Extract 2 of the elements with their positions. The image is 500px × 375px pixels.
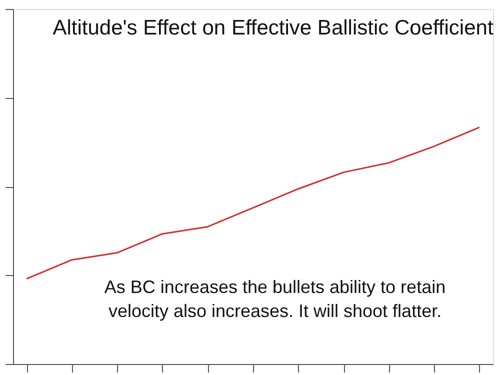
- chart-title: Altitude's Effect on Effective Ballistic Coefficient: [52, 16, 494, 40]
- annotation: As BC increases the bullets ability to retain velocity also increases. It will shoot flatter.: [104, 277, 446, 321]
